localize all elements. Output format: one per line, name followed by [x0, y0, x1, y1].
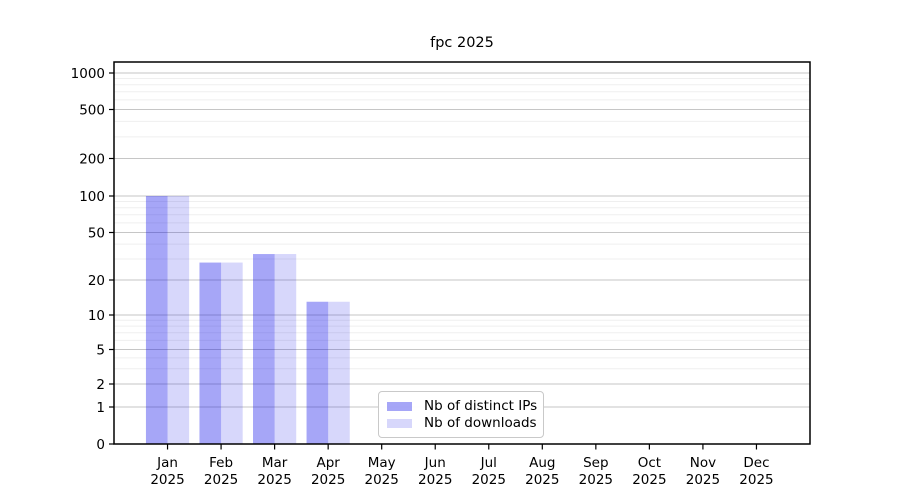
x-tick-label: Jun: [424, 455, 446, 471]
y-tick-label: 500: [79, 102, 105, 118]
x-tick-label: Nov: [690, 455, 716, 471]
y-tick-label: 200: [79, 151, 105, 167]
bar-downloads: [167, 196, 190, 444]
x-tick-label-year: 2025: [150, 472, 184, 488]
y-tick-label: 2: [96, 377, 105, 393]
x-tick-label-year: 2025: [257, 472, 291, 488]
y-tick-label: 0: [96, 437, 105, 453]
x-tick-label: Jul: [480, 455, 497, 471]
bar-downloads: [328, 301, 350, 444]
x-tick-label-year: 2025: [204, 472, 238, 488]
y-tick-label: 1: [96, 400, 105, 416]
bar-distinct-ips: [253, 254, 275, 444]
legend-label-downloads: Nb of downloads: [424, 414, 537, 431]
y-tick-label: 1000: [71, 66, 105, 82]
y-tick-label: 50: [88, 225, 105, 241]
x-tick-label: May: [368, 455, 396, 471]
x-tick-label-year: 2025: [365, 472, 399, 488]
y-tick-label: 100: [79, 189, 105, 205]
x-tick-label: Aug: [529, 455, 555, 471]
x-tick-label-year: 2025: [311, 472, 345, 488]
x-tick-label: Apr: [316, 455, 340, 471]
plot-border: [113, 61, 811, 445]
x-tick-label: Mar: [262, 455, 288, 471]
legend-swatch-distinct-ips: [387, 401, 412, 411]
bar-distinct-ips: [199, 262, 222, 444]
bar-downloads: [221, 262, 243, 444]
x-tick-label-year: 2025: [418, 472, 452, 488]
legend: Nb of distinct IPs Nb of downloads: [378, 391, 544, 438]
bar-distinct-ips: [306, 301, 329, 444]
x-tick-label: Jan: [156, 455, 178, 471]
legend-item: Nb of downloads: [387, 414, 537, 432]
y-tick-label: 5: [96, 342, 105, 358]
x-tick-label: Oct: [638, 455, 661, 471]
bar-downloads: [274, 254, 297, 444]
y-tick-label: 10: [88, 308, 105, 324]
bar-distinct-ips: [145, 196, 168, 444]
x-tick-label: Dec: [743, 455, 769, 471]
y-tick-label: 20: [88, 273, 105, 289]
legend-swatch-downloads: [387, 418, 412, 428]
x-tick-label-year: 2025: [686, 472, 720, 488]
x-tick-label-year: 2025: [472, 472, 506, 488]
x-tick-label: Feb: [209, 455, 233, 471]
legend-label-distinct-ips: Nb of distinct IPs: [424, 397, 538, 414]
x-tick-label-year: 2025: [739, 472, 773, 488]
x-tick-label: Sep: [583, 455, 608, 471]
x-tick-label-year: 2025: [579, 472, 613, 488]
x-tick-label-year: 2025: [632, 472, 666, 488]
chart-title: fpc 2025: [430, 35, 494, 51]
legend-item: Nb of distinct IPs: [387, 397, 538, 415]
x-tick-label-year: 2025: [525, 472, 559, 488]
